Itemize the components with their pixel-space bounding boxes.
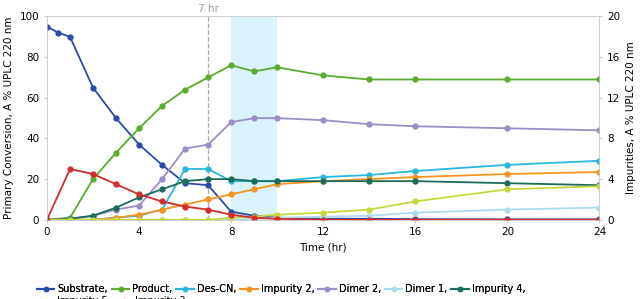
Legend: Substrate,, Product,, Des-CN,, Impurity 2,, Dimer 2,, Dimer 1,, Impurity 4,: Substrate,, Product,, Des-CN,, Impurity … [37,284,525,294]
Bar [231,16,277,220]
Y-axis label: Impurities, A % UPLC 220 nm: Impurities, A % UPLC 220 nm [626,42,636,194]
Y-axis label: Primary Conversion, A % UPLC 220 nm: Primary Conversion, A % UPLC 220 nm [4,17,14,219]
Text: 7 hr: 7 hr [198,4,218,14]
Legend: Impurity 5,, Impurity 3: Impurity 5,, Impurity 3 [37,296,186,299]
X-axis label: Time (hr): Time (hr) [300,243,347,253]
